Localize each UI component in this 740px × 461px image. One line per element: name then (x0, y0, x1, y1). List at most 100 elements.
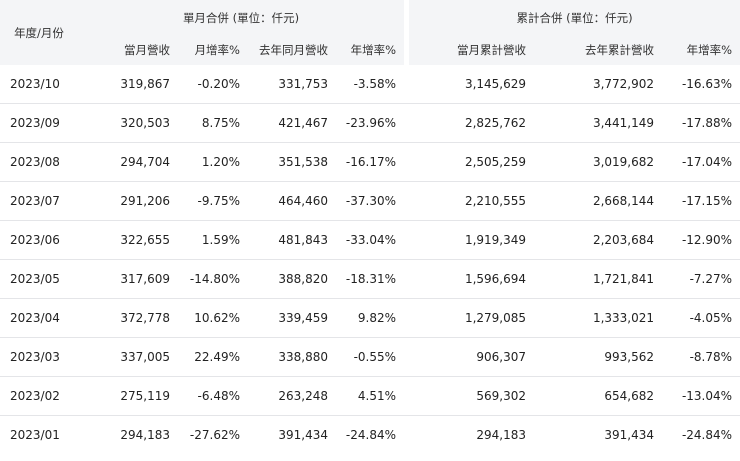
yoy-growth-cell: -0.55% (336, 338, 405, 377)
last-year-revenue-cell: 338,880 (248, 338, 336, 377)
cumulative-yoy-cell: -7.27% (662, 260, 740, 299)
cumulative-yoy-cell: -17.88% (662, 104, 740, 143)
monthly-revenue-cell: 291,206 (78, 182, 178, 221)
mom-growth-cell: 1.20% (178, 143, 248, 182)
table-body: 2023/10 319,867 -0.20% 331,753 -3.58% 3,145,6… (0, 65, 740, 454)
period-cell: 2023/02 (0, 377, 78, 416)
period-cell: 2023/01 (10, 428, 60, 442)
yoy-growth-cell: 4.51% (336, 377, 405, 416)
last-year-cumulative-cell: 3,019,682 (534, 143, 663, 182)
table-row: 2023/09 320,503 8.75% 421,467 -23.96% 2,825,7… (0, 104, 740, 143)
cumulative-yoy-header: 年增率% (662, 35, 740, 65)
period-cell: 2023/10 (0, 65, 78, 104)
mom-growth-cell: 10.62% (178, 299, 248, 338)
last-year-cumulative-cell: 1,721,841 (534, 260, 663, 299)
last-year-cumulative-header: 去年累計營收 (534, 35, 663, 65)
period-cell: 2023/08 (0, 143, 78, 182)
mom-growth-cell: -27.62% (189, 428, 240, 442)
monthly-revenue-cell: 320,503 (78, 104, 178, 143)
last-year-revenue-cell: 351,538 (248, 143, 336, 182)
table-row: 2023/02 275,119 -6.48% 263,248 4.51% 569,302 6… (0, 377, 740, 416)
table-header: 年度/月份 單月合併 (單位：仟元) 累計合併 (單位：仟元) 當月營收 月增率… (0, 0, 740, 65)
table-row: 2023/04 372,778 10.62% 339,459 9.82% 1,279,08… (0, 299, 740, 338)
yoy-growth-header: 年增率% (336, 35, 405, 65)
yoy-growth-cell: -24.84% (345, 428, 397, 442)
period-cell: 2023/05 (0, 260, 78, 299)
cumulative-revenue-cell: 3,145,629 (404, 65, 535, 104)
monthly-revenue-cell: 294,183 (120, 428, 170, 442)
yoy-growth-cell: -16.17% (336, 143, 405, 182)
period-cell: 2023/07 (0, 182, 78, 221)
last-year-cumulative-cell: 3,772,902 (534, 65, 663, 104)
monthly-group-header: 單月合併 (單位：仟元) (78, 0, 405, 35)
table-row: 2023/06 322,655 1.59% 481,843 -33.04% 1,919,3… (0, 221, 740, 260)
cumulative-revenue-cell: 1,919,349 (404, 221, 535, 260)
period-cell: 2023/03 (0, 338, 78, 377)
monthly-revenue-cell: 317,609 (78, 260, 178, 299)
period-cell: 2023/09 (0, 104, 78, 143)
last-year-revenue-cell: 388,820 (248, 260, 336, 299)
period-cell: 2023/04 (0, 299, 78, 338)
last-year-cumulative-cell: 3,441,149 (534, 104, 663, 143)
monthly-revenue-header: 當月營收 (78, 35, 178, 65)
yoy-growth-cell: -23.96% (336, 104, 405, 143)
yoy-growth-cell: -18.31% (336, 260, 405, 299)
mom-growth-cell: 8.75% (178, 104, 248, 143)
cumulative-revenue-cell: 906,307 (404, 338, 535, 377)
monthly-revenue-cell: 319,867 (78, 65, 178, 104)
period-column-header: 年度/月份 (0, 0, 78, 65)
monthly-revenue-cell: 275,119 (78, 377, 178, 416)
last-year-revenue-cell: 331,753 (248, 65, 336, 104)
table-row: 2023/08 294,704 1.20% 351,538 -16.17% 2,505,2… (0, 143, 740, 182)
cumulative-yoy-cell: -16.63% (662, 65, 740, 104)
last-year-revenue-cell: 391,434 (278, 428, 328, 442)
monthly-revenue-cell: 294,704 (78, 143, 178, 182)
table-row: 2023/07 291,206 -9.75% 464,460 -37.30% 2,210,… (0, 182, 740, 221)
table-row: 2023/05 317,609 -14.80% 388,820 -18.31% 1,596… (0, 260, 740, 299)
cumulative-group-header: 累計合併 (單位：仟元) (404, 0, 740, 35)
cumulative-revenue-cell: 1,279,085 (404, 299, 535, 338)
monthly-revenue-cell: 337,005 (78, 338, 178, 377)
cumulative-yoy-cell: -17.15% (662, 182, 740, 221)
last-year-cumulative-cell: 2,668,144 (534, 182, 663, 221)
cumulative-revenue-cell: 569,302 (404, 377, 535, 416)
last-year-revenue-cell: 263,248 (248, 377, 336, 416)
table-row: 2023/01 294,183 -27.62% 391,434 -24.84% 294,1… (0, 416, 740, 454)
monthly-revenue-cell: 372,778 (78, 299, 178, 338)
mom-growth-cell: 22.49% (178, 338, 248, 377)
last-year-revenue-cell: 421,467 (248, 104, 336, 143)
mom-growth-cell: -0.20% (178, 65, 248, 104)
last-year-cumulative-cell: 391,434 (604, 428, 655, 442)
last-year-cumulative-cell: 993,562 (534, 338, 663, 377)
last-year-revenue-header: 去年同月營收 (248, 35, 336, 65)
yoy-growth-cell: -3.58% (336, 65, 405, 104)
cumulative-yoy-cell: -4.05% (662, 299, 740, 338)
cumulative-revenue-cell: 2,210,555 (404, 182, 535, 221)
last-year-cumulative-cell: 2,203,684 (534, 221, 663, 260)
cumulative-revenue-cell: 1,596,694 (404, 260, 535, 299)
last-year-revenue-cell: 481,843 (248, 221, 336, 260)
last-year-revenue-cell: 464,460 (248, 182, 336, 221)
cumulative-yoy-cell: -24.84% (681, 428, 733, 442)
cumulative-yoy-cell: -17.04% (662, 143, 740, 182)
mom-growth-header: 月增率% (178, 35, 248, 65)
mom-growth-cell: 1.59% (178, 221, 248, 260)
period-cell: 2023/06 (0, 221, 78, 260)
cumulative-yoy-cell: -8.78% (662, 338, 740, 377)
last-year-revenue-cell: 339,459 (248, 299, 336, 338)
monthly-revenue-cell: 322,655 (78, 221, 178, 260)
table-row: 2023/10 319,867 -0.20% 331,753 -3.58% 3,145,6… (0, 65, 740, 104)
yoy-growth-cell: -33.04% (336, 221, 405, 260)
cumulative-yoy-cell: -12.90% (662, 221, 740, 260)
cumulative-revenue-cell: 294,183 (476, 428, 527, 442)
mom-growth-cell: -6.48% (178, 377, 248, 416)
cumulative-revenue-cell: 2,505,259 (404, 143, 535, 182)
mom-growth-cell: -14.80% (178, 260, 248, 299)
cumulative-revenue-cell: 2,825,762 (404, 104, 535, 143)
cumulative-yoy-cell: -13.04% (662, 377, 740, 416)
yoy-growth-cell: -37.30% (336, 182, 405, 221)
cumulative-revenue-header: 當月累計營收 (404, 35, 535, 65)
yoy-growth-cell: 9.82% (336, 299, 405, 338)
last-year-cumulative-cell: 1,333,021 (534, 299, 663, 338)
